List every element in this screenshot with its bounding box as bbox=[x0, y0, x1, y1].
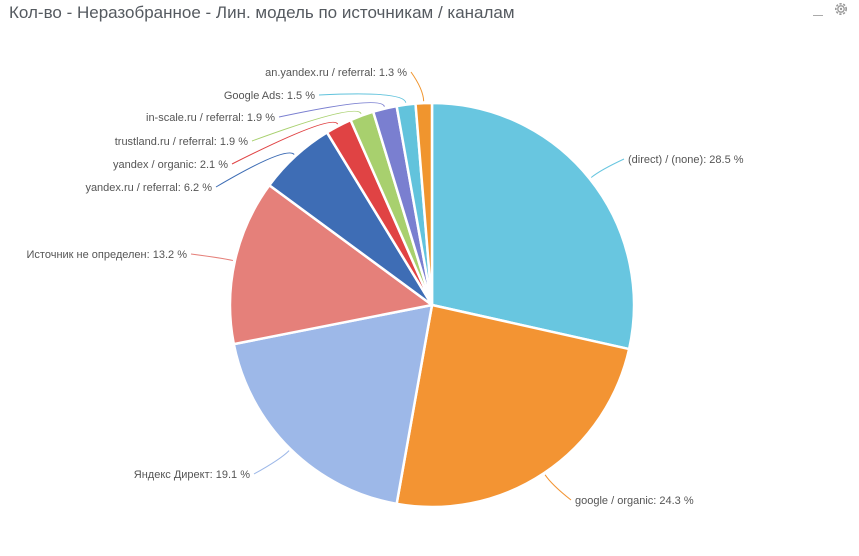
slice-label: in-scale.ru / referral: 1.9 % bbox=[146, 112, 275, 124]
label-connector bbox=[231, 121, 339, 165]
slice-label: yandex.ru / referral: 6.2 % bbox=[85, 182, 212, 194]
label-connector bbox=[544, 474, 572, 501]
panel-header: Кол-во - Неразобранное - Лин. модель по … bbox=[0, 0, 859, 30]
label-connector bbox=[253, 450, 290, 475]
slice-label: google / organic: 24.3 % bbox=[575, 495, 694, 507]
pie-slice[interactable] bbox=[414, 101, 434, 307]
label-connector bbox=[318, 93, 407, 103]
label-connector bbox=[190, 253, 234, 261]
chart-title: Кол-во - Неразобранное - Лин. модель по … bbox=[9, 3, 515, 22]
label-connector bbox=[590, 158, 625, 178]
slice-label: (direct) / (none): 28.5 % bbox=[628, 154, 744, 166]
label-connector bbox=[251, 110, 362, 142]
gear-icon[interactable] bbox=[833, 1, 849, 17]
slice-label: Google Ads: 1.5 % bbox=[224, 90, 315, 102]
label-connectors bbox=[190, 71, 625, 501]
slice-label: an.yandex.ru / referral: 1.3 % bbox=[265, 67, 407, 79]
pie-slice[interactable] bbox=[232, 303, 434, 506]
pie-slice[interactable] bbox=[228, 183, 434, 346]
slice-label: yandex / organic: 2.1 % bbox=[113, 159, 228, 171]
slice-label: trustland.ru / referral: 1.9 % bbox=[115, 136, 248, 148]
label-connector bbox=[278, 102, 385, 118]
pie-slices bbox=[228, 101, 636, 509]
pie-slice[interactable] bbox=[395, 303, 631, 509]
slice-label: Источник не определен: 13.2 % bbox=[27, 249, 188, 261]
label-connector bbox=[215, 152, 295, 188]
label-connector bbox=[410, 71, 425, 102]
pie-slice[interactable] bbox=[430, 101, 636, 351]
data-labels: (direct) / (none): 28.5 % google / organi… bbox=[27, 67, 744, 507]
slice-label: Яндекс Директ: 19.1 % bbox=[134, 469, 250, 481]
minimize-icon[interactable] bbox=[811, 2, 825, 18]
